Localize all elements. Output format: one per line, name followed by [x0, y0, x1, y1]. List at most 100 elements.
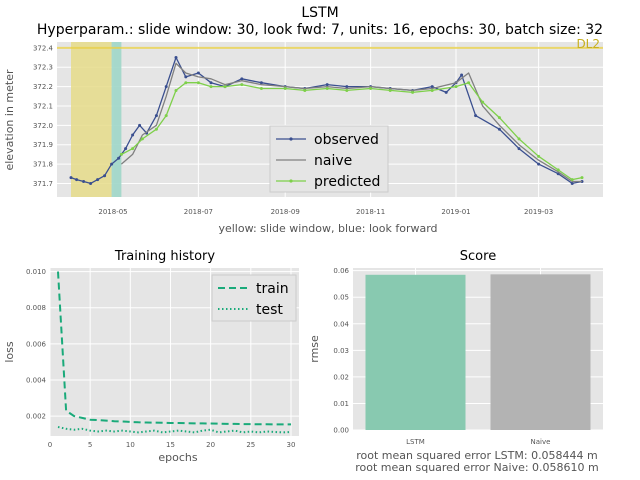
main-chart: 371.7 371.8 371.9 372.0 372.1 372.2 372.3 372.4… [3, 37, 603, 235]
series-observed-point [184, 75, 188, 79]
series-naive-line [120, 62, 582, 183]
score-ytick-label: 0.05 [333, 294, 349, 302]
series-observed-point [69, 176, 73, 180]
main-xtick-label: 2018-09 [271, 208, 300, 216]
series-predicted-point [517, 137, 521, 141]
series-observed-point [174, 56, 178, 59]
main-bands [57, 42, 603, 197]
main-legend: observed naive predicted [269, 125, 389, 193]
score-ytick-label: 0.04 [333, 320, 349, 328]
history-xtick-label: 15 [166, 441, 175, 449]
main-ytick-label: 372.1 [33, 102, 53, 110]
series-observed-point [82, 180, 86, 183]
series-observed-point [164, 85, 168, 89]
series-observed-point [325, 83, 329, 87]
series-observed-point [209, 81, 213, 85]
main-ytick-label: 372.3 [33, 64, 53, 72]
main-xtick-label: 2018-05 [98, 208, 127, 216]
series-predicted-point [467, 81, 471, 85]
score-bar-lstm [365, 274, 466, 430]
history-legend: train test [211, 274, 297, 322]
main-xtick-label: 2019-03 [524, 208, 553, 216]
series-predicted-point [283, 87, 287, 90]
series-predicted-point [369, 87, 373, 90]
series-observed-point [103, 174, 107, 178]
series-predicted-point [580, 176, 584, 180]
series-observed-point [444, 90, 448, 94]
score-note-naive: root mean squared error Naive: 0.058610 … [355, 461, 599, 474]
score-ytick-label: 0.06 [333, 267, 349, 275]
history-ytick-label: 0.006 [26, 340, 47, 348]
score-xtick-label: LSTM [406, 438, 425, 446]
legend-test-label: test [256, 302, 283, 318]
main-xlabel: yellow: slide window, blue: look forward [218, 222, 437, 235]
series-observed-point [110, 162, 114, 166]
series-predicted-point [325, 87, 329, 90]
series-observed-point [117, 156, 121, 160]
series-observed-point [259, 81, 263, 85]
series-observed-point [124, 147, 128, 151]
history-xtick-label: 10 [126, 441, 135, 449]
series-observed-point [154, 114, 158, 118]
series-predicted-point [454, 85, 458, 89]
series-observed-point [240, 77, 244, 81]
series-observed-point [345, 85, 349, 89]
history-ylabel: loss [3, 341, 16, 363]
score-ticks: 0.00 0.01 0.02 0.03 0.04 0.05 0.06 LSTM Naive [333, 267, 550, 446]
series-observed-point [474, 114, 478, 118]
history-grid [49, 268, 299, 436]
score-ytick-label: 0.00 [333, 427, 349, 435]
series-predicted-point [556, 168, 560, 172]
history-xtick-label: 20 [206, 441, 215, 449]
series-predicted-point [184, 81, 188, 85]
main-xtick-label: 2019-01 [441, 208, 470, 216]
series-observed-point [196, 71, 200, 75]
series-predicted-point [240, 83, 244, 87]
series-observed-point [517, 147, 521, 151]
look-forward-band [111, 42, 122, 197]
series-predicted-point [131, 147, 135, 151]
series-observed-point [460, 73, 464, 77]
series-predicted-point [223, 85, 227, 89]
main-ylabel: elevation in meter [3, 69, 16, 170]
history-ytick-label: 0.004 [26, 377, 47, 385]
series-predicted-point [209, 85, 213, 89]
series-predicted-point [303, 88, 307, 92]
series-observed-point [131, 133, 135, 137]
history-chart: Training history 0.0020.0040.0060.0080.0… [3, 249, 299, 464]
series-predicted-point [259, 87, 263, 90]
series-predicted-point [430, 88, 434, 92]
series-predicted-point [497, 116, 501, 120]
series-predicted-point [196, 81, 200, 85]
score-title: Score [460, 249, 496, 264]
history-xtick-label: 25 [246, 441, 255, 449]
main-series [69, 56, 584, 185]
series-observed-point [96, 178, 100, 182]
history-ticks: 0.002 0.004 0.006 0.008 0.010 0 5 10 15 20 25 30 [26, 268, 295, 449]
series-predicted-point [154, 127, 158, 131]
history-ytick-label: 0.002 [26, 413, 46, 421]
history-ytick-label: 0.008 [26, 304, 46, 312]
series-observed-point [570, 181, 574, 185]
legend-train-label: train [256, 281, 289, 297]
main-ytick-label: 371.9 [33, 141, 53, 149]
figure-title: LSTM [301, 5, 338, 21]
main-ytick-label: 372.4 [33, 44, 54, 52]
figure-subtitle: Hyperparam.: slide window: 30, look fwd:… [37, 22, 603, 38]
series-predicted-point [411, 90, 415, 94]
series-predicted-point [119, 152, 123, 156]
series-observed-point [75, 178, 79, 182]
reference-line-label: DL2 [576, 37, 600, 51]
series-predicted-point [481, 100, 485, 104]
main-xtick-label: 2018-11 [356, 208, 385, 216]
score-ytick-label: 0.03 [333, 347, 349, 355]
series-observed-point [89, 181, 93, 185]
series-predicted-point [388, 88, 392, 92]
series-test-line [57, 426, 292, 434]
history-xtick-label: 0 [48, 441, 52, 449]
score-ylabel: rmse [308, 335, 321, 363]
legend-predicted-marker [289, 179, 293, 183]
history-legend-box [211, 274, 297, 322]
legend-observed-label: observed [314, 132, 379, 148]
series-predicted-point [174, 88, 178, 92]
